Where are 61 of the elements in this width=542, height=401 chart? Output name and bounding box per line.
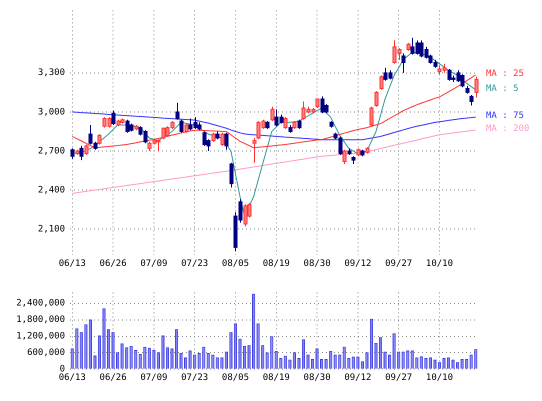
x-tick-label: 08/05 — [222, 372, 250, 383]
x-tick-label: 07/09 — [140, 372, 168, 383]
candlestick — [224, 132, 228, 150]
candlestick — [70, 148, 74, 160]
candlestick — [474, 76, 478, 98]
x-tick-label: 06/26 — [100, 372, 127, 383]
candlestick — [230, 162, 234, 188]
candlestick — [370, 106, 374, 127]
y-tick-label: 1,200,000 — [16, 332, 65, 342]
candlestick — [270, 106, 274, 122]
candlestick — [176, 102, 180, 120]
y-tick-label: 1,800,000 — [16, 315, 65, 326]
x-tick-label: 06/13 — [58, 258, 86, 269]
x-tick-label: 09/27 — [385, 372, 412, 383]
candlestick — [402, 52, 406, 74]
y-tick-label: 600,000 — [27, 348, 65, 358]
candlestick — [80, 145, 84, 161]
candlestick — [112, 110, 116, 126]
series-label: MA : 200 — [486, 124, 530, 134]
x-tick-label: 08/05 — [222, 258, 250, 269]
y-tick-label: 3,300 — [38, 68, 65, 78]
x-tick-label: 06/26 — [100, 258, 127, 269]
candlestick — [448, 68, 452, 82]
candlestick — [380, 75, 384, 90]
y-tick-label: 3,000 — [38, 107, 65, 118]
x-tick-label: 08/19 — [262, 372, 290, 383]
series-label: MA : 75 — [486, 111, 524, 122]
series-label: MA : 5 — [486, 84, 519, 94]
y-tick-label: 2,400 — [38, 185, 65, 196]
candlestick — [470, 94, 474, 106]
x-tick-label: 07/23 — [181, 372, 208, 383]
candlestick — [342, 149, 346, 165]
x-tick-label: 07/09 — [140, 258, 168, 269]
candlestick — [316, 98, 320, 109]
x-tick-label: 07/23 — [181, 258, 208, 269]
candlestick — [126, 119, 130, 134]
x-tick-label: 08/19 — [262, 258, 290, 269]
x-tick-label: 08/30 — [304, 258, 331, 269]
candlestick — [180, 119, 184, 134]
y-tick-label: 0 — [60, 364, 65, 375]
candlestick — [184, 123, 188, 134]
x-tick-label: 10/10 — [426, 258, 454, 269]
x-tick-label: 10/10 — [426, 372, 454, 383]
candlestick — [460, 74, 464, 88]
candlestick — [320, 96, 324, 114]
x-tick-label: 09/12 — [344, 258, 372, 269]
series-label: MA : 25 — [486, 68, 524, 79]
candlestick — [244, 204, 248, 228]
candlestick — [298, 119, 302, 130]
y-tick-label: 2,700 — [38, 146, 65, 156]
candlestick — [162, 127, 166, 140]
x-tick-label: 08/30 — [304, 372, 331, 383]
x-tick-label: 09/12 — [344, 372, 372, 383]
x-tick-label: 06/13 — [58, 372, 86, 383]
candlestick — [284, 116, 288, 130]
x-tick-label: 09/27 — [385, 258, 412, 269]
candlestick — [374, 90, 378, 108]
candlestick — [212, 132, 216, 142]
y-tick-label: 2,400,000 — [16, 298, 65, 309]
candlestick — [98, 134, 102, 146]
y-tick-label: 2,100 — [38, 224, 65, 234]
